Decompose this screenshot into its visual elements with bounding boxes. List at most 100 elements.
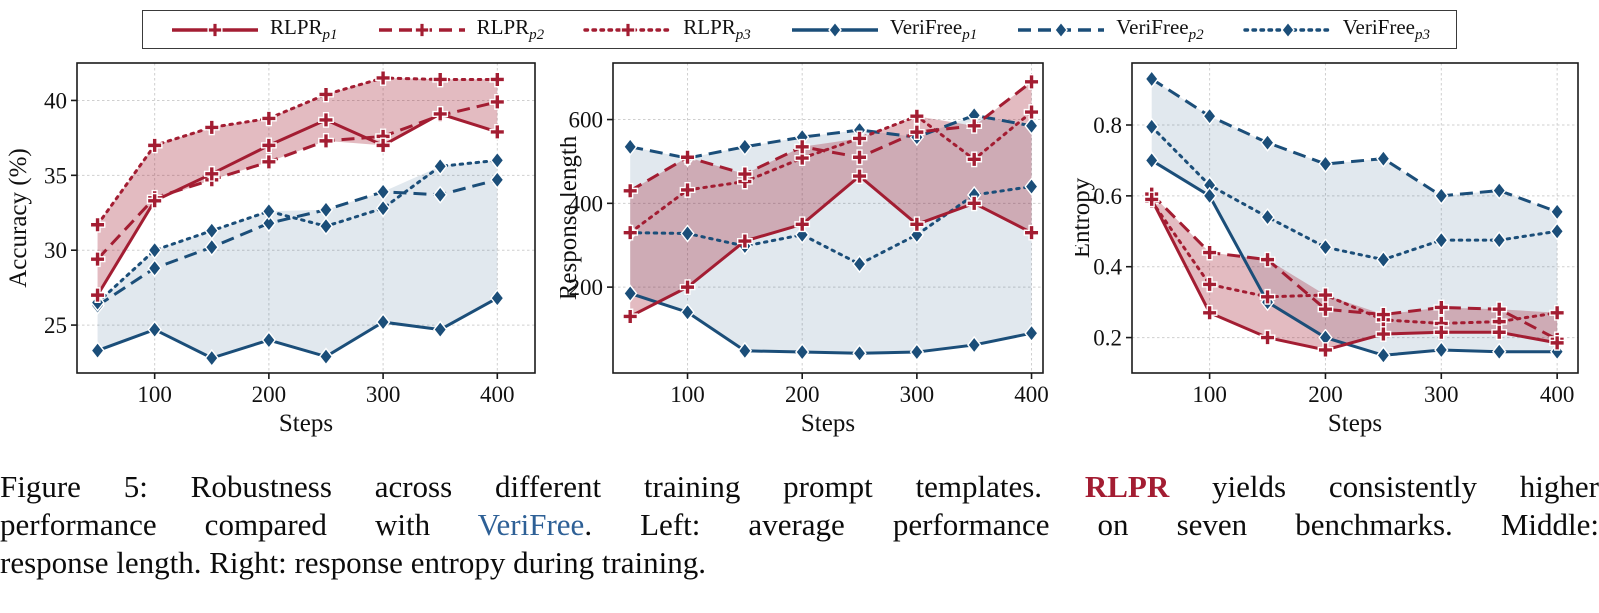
- diamond-marker: [1260, 133, 1275, 153]
- y-axis-label-entropy: Entropy: [1075, 177, 1095, 258]
- plus-marker: [1259, 251, 1276, 268]
- plus-marker: [1023, 74, 1040, 90]
- plus-marker: [736, 233, 753, 250]
- series-line-VeriFree_p3: [628, 185, 1034, 266]
- x-tick-label: 300: [1424, 382, 1459, 407]
- y-tick-label: 0.8: [1093, 113, 1122, 138]
- figure-5: RLPRp1 RLPRp2 RLPRp3 VeriFreep1 VeriFreep2 Ve…: [0, 10, 1599, 582]
- diamond-marker: [1549, 202, 1565, 222]
- plus-marker: [794, 139, 811, 155]
- x-tick-label: 400: [480, 382, 515, 407]
- diamond-marker: [909, 343, 925, 362]
- series-line-RLPR_p1: [629, 174, 1033, 318]
- series-line-VeriFree_p1: [1150, 159, 1558, 357]
- y-tick-label: 30: [44, 238, 67, 263]
- series-line-VeriFree_p3: [1150, 125, 1559, 262]
- plus-marker: [620, 22, 636, 38]
- diamond-marker: [261, 214, 277, 233]
- plus-marker: [1023, 104, 1040, 121]
- series-line-VeriFree_p3: [96, 159, 499, 305]
- x-tick-label: 300: [366, 382, 401, 407]
- plus-marker: [432, 71, 449, 88]
- plus-marker: [622, 183, 639, 199]
- legend-label-RLPR_p2: RLPRp2: [476, 15, 545, 44]
- legend-label-VeriFree_p2: VeriFreep2: [1116, 15, 1204, 44]
- plus-marker: [146, 193, 163, 209]
- plus-marker: [679, 279, 696, 296]
- plus-marker: [908, 108, 925, 125]
- plus-marker: [203, 119, 220, 136]
- diamond-marker: [1280, 20, 1295, 39]
- diamond-marker: [1376, 250, 1391, 269]
- plus-marker: [622, 224, 639, 241]
- diamond-marker: [204, 238, 219, 257]
- legend-label-VeriFree_p3: VeriFreep3: [1342, 15, 1430, 44]
- diamond-marker: [1024, 116, 1039, 136]
- plus-marker: [1259, 289, 1276, 305]
- plus-marker: [146, 137, 163, 154]
- legend-label-RLPR_p1: RLPRp1: [270, 15, 338, 44]
- diamond-marker: [1260, 208, 1275, 227]
- caption-text: Figure 5: Robustness across different tr…: [0, 469, 1085, 505]
- series-line-RLPR_p2: [1150, 193, 1558, 341]
- charts-row: 100 200 300 400 25 30 35 40 Steps Accuracy (%) 10…: [0, 53, 1599, 444]
- diamond-marker: [318, 217, 334, 236]
- y-tick-label: 0.4: [1093, 255, 1122, 280]
- y-axis-label-response-length: Response length: [560, 135, 582, 300]
- diamond-marker: [680, 303, 695, 322]
- legend: RLPRp1 RLPRp2 RLPRp3 VeriFreep1 VeriFreep2 Ve…: [142, 10, 1457, 50]
- plot-frame: [1131, 62, 1579, 374]
- x-tick-label: 200: [1308, 382, 1343, 407]
- diamond-marker: [1144, 151, 1159, 170]
- legend-label-VeriFree_p1: VeriFreep1: [889, 15, 978, 44]
- series-line-RLPR_p3: [96, 76, 499, 227]
- diamond-marker: [623, 284, 638, 303]
- diamond-marker: [737, 341, 753, 361]
- plus-marker: [89, 217, 106, 233]
- plus-marker: [1491, 301, 1508, 318]
- caption-line-1: Figure 5: Robustness across different tr…: [0, 468, 1599, 506]
- diamond-marker: [1549, 342, 1565, 362]
- diamond-marker: [1144, 69, 1159, 89]
- y-tick-label: 0.6: [1093, 184, 1122, 209]
- y-tick-label: 600: [569, 108, 604, 133]
- x-axis-label-entropy: Steps: [1328, 410, 1382, 437]
- diamond-marker: [433, 157, 448, 176]
- x-tick-label: 100: [1192, 382, 1227, 407]
- diamond-marker: [1434, 341, 1449, 360]
- y-tick-label: 0.2: [1093, 326, 1122, 351]
- diamond-marker: [204, 221, 219, 241]
- x-axis-label-accuracy: Steps: [279, 410, 333, 437]
- diamond-marker: [1318, 155, 1333, 174]
- plus-marker: [203, 166, 220, 182]
- series-line-RLPR_p3: [1150, 199, 1559, 326]
- diamond-marker: [490, 289, 505, 308]
- plus-marker: [1375, 326, 1392, 343]
- series-line-VeriFree_p1: [97, 296, 499, 360]
- plus-marker: [1143, 191, 1160, 208]
- y-tick-label: 25: [44, 313, 67, 338]
- plus-marker: [622, 308, 639, 325]
- diamond-marker: [318, 347, 334, 366]
- plot-frame: [76, 62, 536, 374]
- legend-item-VeriFree_p2: VeriFreep2: [1015, 15, 1204, 44]
- y-tick-label: 200: [569, 275, 604, 300]
- legend-line-sample-VeriFree_p1: [791, 20, 878, 39]
- legend-label-RLPR_p3: RLPRp3: [683, 15, 751, 44]
- plus-marker: [851, 130, 868, 147]
- plus-marker: [318, 133, 334, 149]
- plus-marker: [1433, 299, 1450, 316]
- diamond-marker: [680, 224, 695, 243]
- plus-marker: [1317, 342, 1334, 359]
- diamond-marker: [490, 151, 505, 170]
- plus-marker: [375, 137, 391, 154]
- diamond-marker: [261, 202, 277, 221]
- plus-marker: [432, 106, 449, 123]
- diamond-marker: [490, 170, 505, 190]
- diamond-marker: [1202, 107, 1217, 126]
- plus-marker: [966, 151, 983, 168]
- diamond-marker: [1549, 222, 1565, 241]
- series-line-RLPR_p3: [628, 110, 1034, 235]
- legend-line-sample-RLPR_p3: [583, 22, 673, 38]
- x-tick-label: 100: [670, 382, 705, 407]
